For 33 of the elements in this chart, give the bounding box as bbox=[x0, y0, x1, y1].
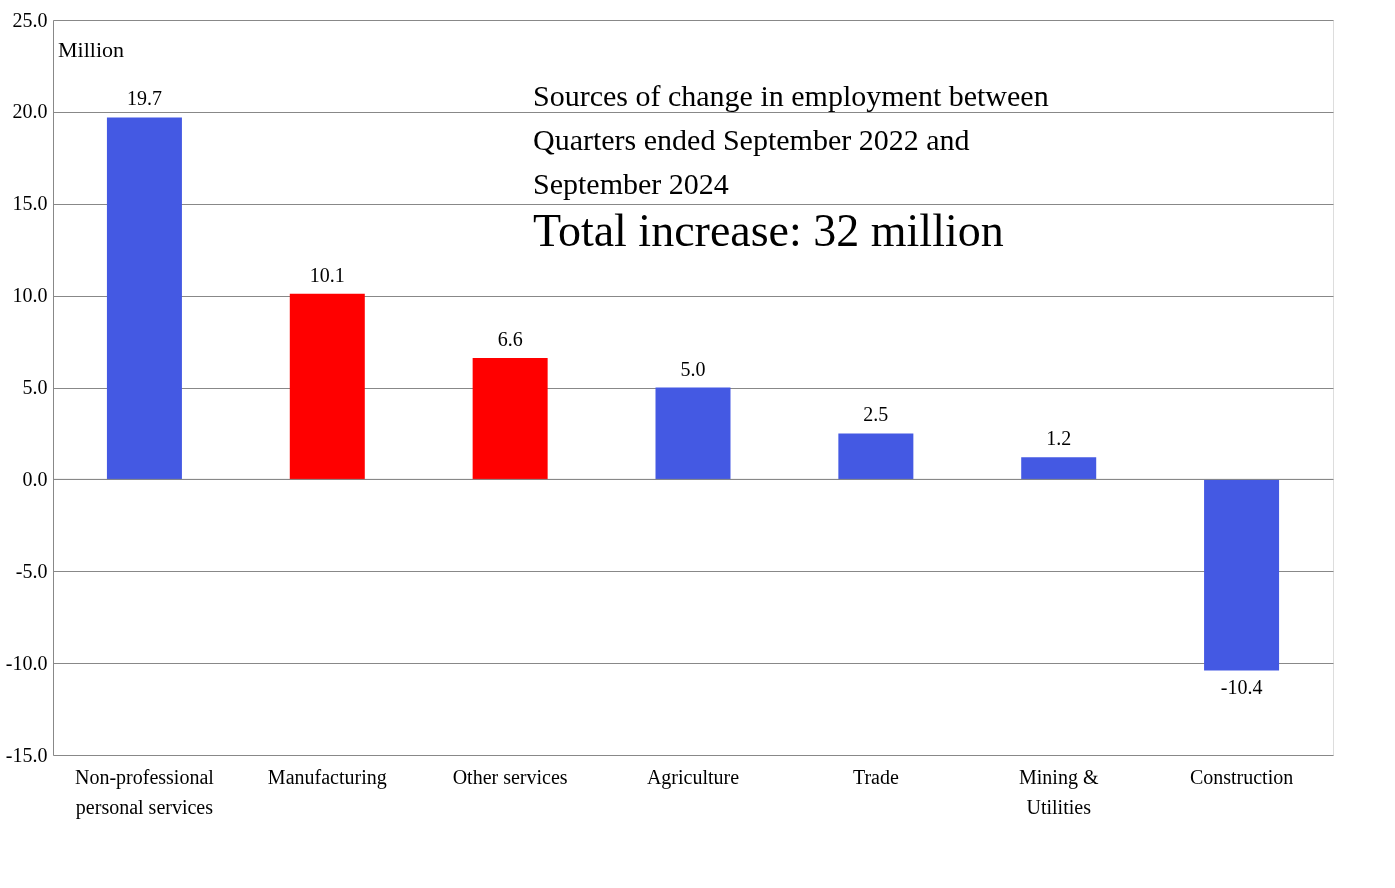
y-tick-label: 20.0 bbox=[12, 100, 48, 123]
x-tick-label: Trade bbox=[852, 765, 899, 788]
data-label: 5.0 bbox=[680, 357, 706, 380]
y-tick-label: -5.0 bbox=[15, 559, 48, 582]
bar bbox=[838, 433, 914, 480]
y-tick-label: 10.0 bbox=[12, 284, 48, 307]
x-tick-label: Non-professional personal services bbox=[75, 765, 215, 819]
x-tick-label: Construction bbox=[1189, 765, 1294, 788]
y-tick-label: -15.0 bbox=[5, 743, 48, 766]
annotation: Total increase: 32 million bbox=[533, 205, 1004, 256]
y-tick-label: 5.0 bbox=[22, 376, 48, 398]
bar bbox=[289, 293, 365, 480]
data-label: -10.4 bbox=[1220, 676, 1263, 699]
data-label: 1.2 bbox=[1046, 427, 1072, 450]
y-tick-label: 15.0 bbox=[12, 192, 48, 215]
bar bbox=[1204, 479, 1280, 671]
bar bbox=[1021, 457, 1097, 480]
y-axis-title: Million bbox=[58, 37, 125, 62]
data-label: 19.7 bbox=[126, 87, 162, 110]
y-tick-label: 0.0 bbox=[22, 467, 48, 490]
bar bbox=[655, 387, 731, 480]
data-label: 2.5 bbox=[863, 403, 889, 426]
text: Sources of change in employment between Quarters ended September 2022 and September 2024 bbox=[533, 79, 1049, 200]
x-tick-label: Manufacturing bbox=[267, 765, 387, 789]
data-label: 10.1 bbox=[309, 263, 345, 286]
bar bbox=[472, 358, 548, 480]
x-tick-label: Other services bbox=[452, 765, 568, 788]
bar bbox=[106, 117, 182, 480]
x-tick-label: Agriculture bbox=[646, 765, 740, 789]
y-tick-label: 25.0 bbox=[12, 8, 48, 31]
x-tick-label: Mining & Utilities bbox=[1018, 765, 1099, 818]
y-tick-label: -10.0 bbox=[5, 651, 48, 674]
data-label: 6.6 bbox=[497, 328, 523, 351]
